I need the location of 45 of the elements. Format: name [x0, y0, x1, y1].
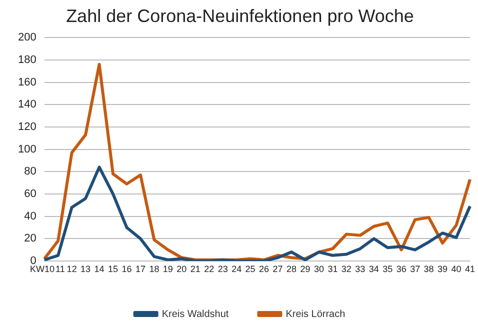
chart-title: Zahl der Corona-Neuinfektionen pro Woche	[66, 6, 414, 26]
x-tick-label: 13	[80, 264, 91, 274]
x-tick-label: 41	[464, 264, 476, 274]
y-tick-label: 160	[18, 76, 36, 88]
x-tick-label: 24	[232, 264, 242, 274]
y-tick-label: 20	[24, 232, 36, 245]
x-tick-label: 33	[355, 264, 366, 274]
y-tick-label: 60	[24, 188, 36, 200]
y-tick-label: 140	[18, 98, 36, 111]
x-tick-label: 40	[451, 264, 462, 274]
y-tick-label: 180	[18, 54, 36, 66]
x-tick-label: 39	[438, 264, 448, 274]
x-tick-label: 23	[218, 264, 228, 274]
y-tick-label: 200	[18, 32, 36, 44]
y-tick-label: 100	[18, 143, 36, 156]
x-tick-label: 14	[94, 264, 104, 274]
x-tick-label: 11	[56, 264, 65, 274]
x-tick-label: 17	[135, 264, 146, 274]
x-tick-label: 19	[162, 264, 173, 274]
x-tick-label: 31	[328, 264, 338, 274]
x-tick-label: 37	[410, 264, 420, 274]
y-tick-label: 80	[24, 166, 36, 178]
x-tick-label: 12	[66, 264, 77, 274]
x-tick-label: 15	[108, 264, 118, 274]
x-tick-label: 20	[176, 264, 187, 274]
x-tick-label: 36	[396, 264, 406, 274]
x-tick-label: 22	[204, 264, 214, 274]
x-tick-label: 16	[122, 264, 132, 274]
x-tick-label: 32	[341, 264, 352, 274]
x-tick-label: KW10	[30, 264, 55, 274]
x-tick-label: 34	[368, 264, 379, 274]
x-tick-label: 28	[286, 264, 297, 274]
legend-label: Kreis Waldshut	[162, 308, 229, 320]
x-tick-label: 27	[272, 264, 283, 274]
x-tick-label: 25	[245, 264, 256, 274]
x-tick-label: 38	[424, 264, 434, 274]
legend-label: Kreis Lörrach	[286, 308, 346, 320]
x-tick-label: 26	[259, 264, 270, 274]
x-tick-label: 18	[149, 264, 160, 274]
x-tick-label: 35	[382, 264, 393, 274]
x-tick-label: 30	[314, 264, 324, 274]
x-tick-label: 21	[190, 264, 200, 274]
x-tick-label: 29	[300, 264, 310, 274]
y-tick-label: 40	[24, 210, 36, 222]
y-tick-label: 120	[18, 120, 36, 133]
